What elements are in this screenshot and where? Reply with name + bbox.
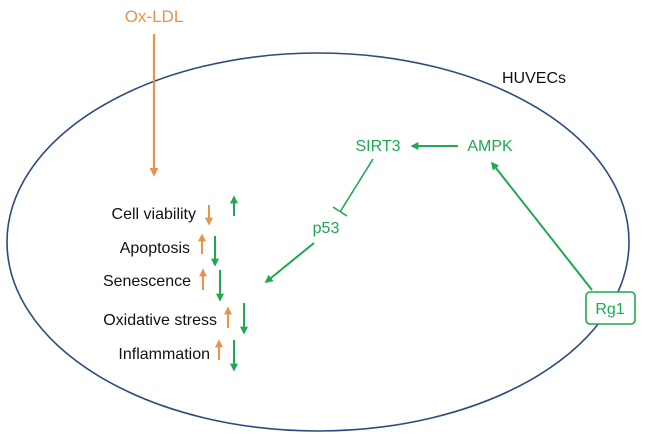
rg1-box xyxy=(585,291,636,325)
outcome-apoptosis: Apoptosis xyxy=(120,240,190,257)
outcome-list: Cell viability Apoptosis Senescence Oxid… xyxy=(103,195,248,372)
inhibition-bar xyxy=(332,206,348,217)
outcome-cell-viability: Cell viability xyxy=(112,206,196,223)
oxldl-label: Ox-LDL xyxy=(125,7,184,26)
p53-to-outcomes-arrow xyxy=(264,242,315,284)
rg1-label: Rg1 xyxy=(595,301,624,318)
cell-type-label: HUVECs xyxy=(502,70,566,87)
outcome-oxidative-stress: Oxidative stress xyxy=(103,312,217,329)
sirt3-node: SIRT3 xyxy=(355,138,400,155)
outcome-inflammation: Inflammation xyxy=(118,346,210,363)
sirt3-inhibits-p53 xyxy=(339,158,374,213)
p53-node: p53 xyxy=(313,220,340,237)
outcome-senescence: Senescence xyxy=(103,273,191,290)
cell-membrane xyxy=(6,52,630,432)
rg1-to-ampk-arrow xyxy=(491,161,593,291)
ampk-node: AMPK xyxy=(467,138,513,155)
